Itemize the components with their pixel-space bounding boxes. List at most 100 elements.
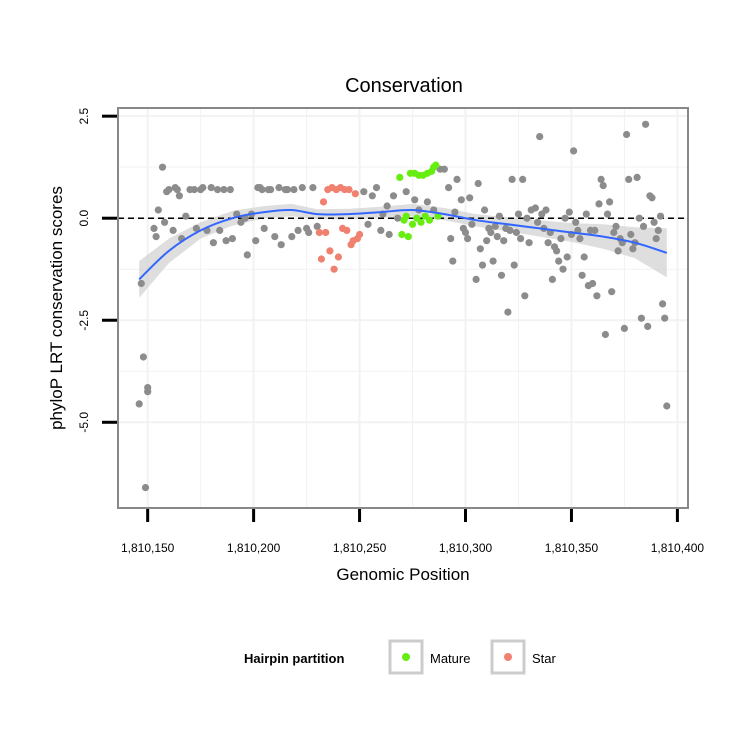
point-other (150, 224, 158, 232)
point-other (468, 220, 476, 228)
point-other (290, 186, 298, 194)
point-other (661, 314, 669, 322)
point-other (519, 175, 527, 183)
legend-dot-mature (402, 653, 410, 661)
point-other (491, 222, 499, 230)
legend-label-mature: Mature (430, 651, 470, 666)
point-star (319, 198, 328, 206)
point-other (599, 182, 607, 190)
point-other (625, 175, 633, 183)
point-other (521, 292, 529, 300)
point-other (377, 226, 385, 234)
point-other (474, 179, 482, 188)
point-other (228, 235, 236, 243)
point-other (271, 233, 279, 241)
point-other (656, 212, 665, 220)
point-mature (425, 216, 434, 224)
point-other (283, 186, 292, 194)
point-star (326, 247, 334, 255)
point-other (627, 230, 635, 239)
point-mature (408, 220, 417, 228)
point-other (214, 186, 222, 194)
point-other (173, 186, 181, 194)
point-other (445, 184, 453, 192)
point-other (557, 235, 565, 243)
x-axis: 1,810,150 1,810,200 1,810,250 1,810,300 1,81… (121, 509, 704, 555)
point-other (495, 212, 503, 220)
point-other (258, 186, 266, 194)
point-other (190, 186, 198, 194)
smooth-line (138, 208, 668, 281)
point-other (561, 214, 569, 222)
point-other (364, 220, 372, 228)
point-other (510, 261, 518, 269)
point-other (614, 247, 622, 255)
x-tick-label: 1,810,400 (651, 541, 705, 555)
x-tick-label: 1,810,300 (439, 541, 493, 555)
point-other (275, 184, 283, 192)
point-mature (434, 212, 442, 220)
point-other (478, 261, 487, 269)
point-other (135, 400, 143, 408)
point-other (610, 228, 618, 237)
point-mature (396, 173, 404, 181)
point-other (580, 253, 588, 261)
plot-area (117, 107, 689, 509)
point-other (464, 235, 472, 243)
point-other (139, 353, 147, 361)
y-axis: 2.5 0.0 -2.5 -5.0 (77, 107, 117, 433)
point-other (277, 241, 285, 249)
point-other (544, 239, 552, 247)
point-other (639, 222, 648, 230)
point-other (563, 253, 571, 261)
point-other (154, 206, 162, 214)
point-other (601, 330, 610, 339)
chart-title: Conservation (345, 75, 463, 97)
point-star (322, 228, 330, 237)
point-other (548, 275, 557, 283)
point-other (500, 237, 508, 245)
point-other (209, 239, 217, 247)
point-other (394, 214, 402, 222)
point-mature (398, 230, 406, 239)
panel-frame (117, 107, 689, 509)
point-star (351, 190, 359, 198)
point-other (360, 188, 368, 196)
point-other (591, 226, 599, 234)
point-mature (417, 218, 425, 226)
point-other (663, 402, 671, 410)
point-other (152, 233, 160, 241)
legend-title: Hairpin partition (244, 651, 344, 666)
point-other (453, 175, 461, 183)
point-other (489, 257, 497, 265)
point-other (642, 120, 650, 128)
point-other (637, 314, 646, 322)
loess-smooth-curve (138, 208, 668, 281)
panel-background (118, 108, 688, 508)
point-other (603, 210, 612, 218)
point-other (298, 184, 306, 192)
point-other (260, 224, 268, 232)
point-other (525, 239, 533, 247)
x-axis-title: Genomic Position (336, 565, 469, 584)
point-mature (404, 233, 412, 241)
point-other (633, 173, 641, 181)
point-other (305, 228, 313, 237)
point-other (309, 184, 317, 192)
legend-dot-star (504, 653, 512, 661)
point-other (466, 194, 474, 202)
point-other (652, 235, 660, 243)
point-other (644, 322, 652, 330)
point-other (512, 228, 521, 237)
point-other (620, 324, 629, 332)
point-other (493, 233, 501, 241)
point-other (207, 184, 215, 192)
point-other (542, 206, 550, 214)
point-other (472, 275, 480, 283)
point-other (243, 251, 251, 259)
point-other (572, 218, 580, 226)
point-other (483, 237, 491, 245)
point-mature (402, 212, 410, 220)
point-star (345, 186, 353, 194)
point-other (216, 226, 224, 234)
